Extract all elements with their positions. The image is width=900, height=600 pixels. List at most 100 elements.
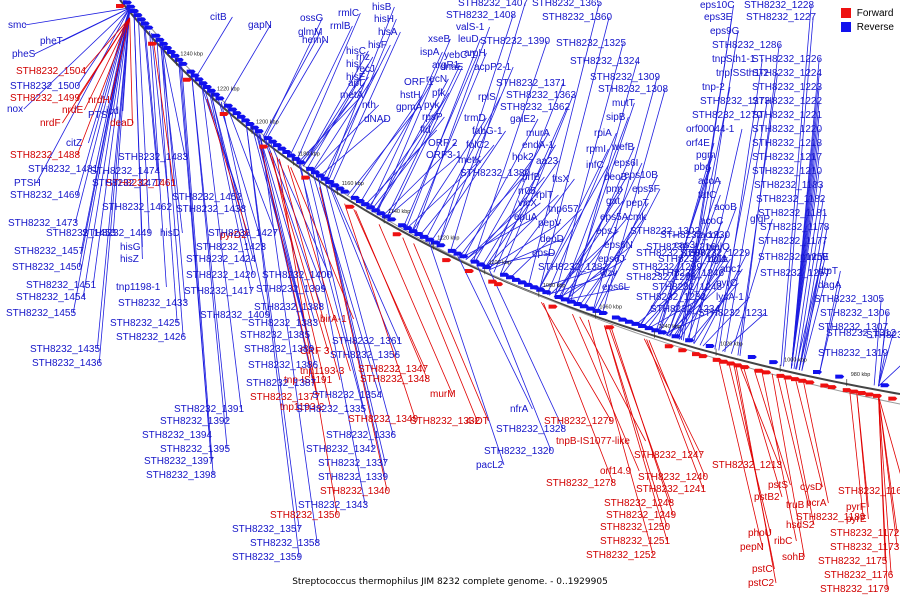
reverse-gene-label[interactable]: rpmI xyxy=(586,144,606,155)
reverse-gene-label[interactable]: epsJ xyxy=(596,226,617,237)
reverse-gene-label[interactable]: STH8232_1473 xyxy=(8,218,78,229)
reverse-gene-label[interactable]: STH8232_1371 xyxy=(496,78,566,89)
forward-gene-label[interactable]: pyrD2 xyxy=(220,230,247,241)
reverse-gene-label[interactable]: STH8232_1226 xyxy=(752,54,822,65)
reverse-gene-label[interactable]: tnp-2 xyxy=(702,82,725,93)
reverse-gene-label[interactable]: fld xyxy=(420,125,431,136)
reverse-gene-label[interactable]: STH8232_1481 xyxy=(28,164,98,175)
reverse-gene-label[interactable]: STH8232_1438 xyxy=(176,204,246,215)
forward-gene-label[interactable]: STH8232_1213 xyxy=(712,460,782,471)
forward-gene-label[interactable]: STH8232_1347 xyxy=(358,364,428,375)
forward-gene-label[interactable]: ORF 3 xyxy=(300,346,330,357)
forward-gene-label[interactable]: nrdH xyxy=(88,95,110,106)
reverse-gene-label[interactable]: pbg xyxy=(694,162,711,173)
reverse-gene-label[interactable]: pyk xyxy=(424,100,441,111)
reverse-gene-label[interactable]: pepT xyxy=(626,198,649,209)
reverse-gene-label[interactable]: epuA xyxy=(514,212,538,223)
reverse-gene-label[interactable]: STH8232_1306 xyxy=(820,308,890,319)
forward-gene-label[interactable]: orf14.9 xyxy=(600,466,632,477)
reverse-gene-label[interactable]: ftsX xyxy=(552,174,570,185)
reverse-gene-label[interactable]: STH8232_1183 xyxy=(754,180,824,191)
reverse-gene-label[interactable]: STH8232_1231 xyxy=(698,308,768,319)
forward-gene-label[interactable]: tnp1193-3 xyxy=(300,366,345,377)
reverse-gene-label[interactable]: mnmE xyxy=(800,252,829,263)
reverse-gene-label[interactable]: dagA xyxy=(818,280,842,291)
reverse-gene-label[interactable]: STH8232_1182 xyxy=(756,194,826,205)
reverse-gene-label[interactable]: hisG xyxy=(120,242,141,253)
reverse-gene-label[interactable]: argR1 xyxy=(432,60,460,71)
reverse-gene-label[interactable]: STH8232_1474 xyxy=(90,166,160,177)
reverse-gene-label[interactable]: bglA xyxy=(708,254,728,265)
forward-gene-label[interactable]: tnpB-IS1077-like xyxy=(556,436,630,447)
reverse-gene-label[interactable]: apt xyxy=(348,78,362,89)
reverse-gene-label[interactable]: STH8232_1436 xyxy=(32,358,102,369)
reverse-gene-label[interactable]: STH8232_1361 xyxy=(332,336,402,347)
reverse-gene-label[interactable]: STH8232_1298 xyxy=(626,272,696,283)
reverse-gene-label[interactable]: recJ xyxy=(356,64,375,75)
reverse-gene-label[interactable]: STH8232_1313 xyxy=(866,330,900,341)
reverse-gene-label[interactable]: STH8232_1308 xyxy=(598,84,668,95)
reverse-gene-label[interactable]: acoB xyxy=(714,202,737,213)
reverse-gene-label[interactable]: STH8232_1454 xyxy=(16,292,86,303)
reverse-gene-label[interactable]: rpiA xyxy=(594,128,612,139)
forward-gene-label[interactable]: birA-1 xyxy=(320,314,347,325)
reverse-gene-label[interactable]: STH8232_1358 xyxy=(250,538,320,549)
reverse-gene-label[interactable]: STH8232_1320 xyxy=(484,446,554,457)
reverse-gene-label[interactable]: STH8232_1309 xyxy=(590,72,660,83)
reverse-gene-label[interactable]: STH8232_1449 xyxy=(82,228,152,239)
reverse-gene-label[interactable]: STH8232_1450 xyxy=(12,262,82,273)
reverse-gene-label[interactable]: STH8232_1234 xyxy=(650,304,720,315)
reverse-gene-label[interactable]: STH8232_1217 xyxy=(752,152,822,163)
reverse-gene-label[interactable]: STH8232_1417 xyxy=(184,286,254,297)
reverse-gene-label[interactable]: nfrA xyxy=(510,404,529,415)
reverse-gene-label[interactable]: aa23 xyxy=(536,156,559,167)
reverse-gene-label[interactable]: STH8232_1363 xyxy=(506,90,576,101)
forward-gene-label[interactable]: STH8232_1251 xyxy=(600,536,670,547)
reverse-gene-label[interactable]: eps5A xyxy=(600,212,629,223)
forward-gene-label[interactable]: pstC2 xyxy=(748,578,775,589)
reverse-gene-label[interactable]: fabG-1 xyxy=(472,126,503,137)
reverse-gene-label[interactable]: glmM xyxy=(298,27,322,38)
reverse-gene-label[interactable]: metK xyxy=(458,155,482,166)
reverse-gene-label[interactable]: rplT xyxy=(536,190,553,201)
forward-gene-label[interactable]: STH8232_1252 xyxy=(586,550,656,561)
reverse-gene-label[interactable]: eps3E xyxy=(704,12,733,23)
reverse-gene-label[interactable]: pacL2 xyxy=(476,460,504,471)
reverse-gene-label[interactable]: glgP xyxy=(750,214,770,225)
reverse-gene-label[interactable]: folC2 xyxy=(466,140,490,151)
reverse-gene-label[interactable]: STH8232_1386 xyxy=(248,360,318,371)
forward-gene-label[interactable]: STH8232_1250 xyxy=(600,522,670,533)
forward-gene-label[interactable]: STH8232_1248 xyxy=(604,498,674,509)
reverse-gene-label[interactable]: PTSI xyxy=(88,110,110,121)
reverse-gene-label[interactable]: STH8232_1408 xyxy=(446,10,516,21)
reverse-gene-label[interactable]: acoC xyxy=(700,216,723,227)
reverse-gene-label[interactable]: hisF xyxy=(368,40,387,51)
reverse-gene-label[interactable]: abc1 xyxy=(720,264,742,275)
reverse-gene-label[interactable]: ORF3-1 xyxy=(426,150,462,161)
reverse-gene-label[interactable]: dtpT xyxy=(818,266,838,277)
reverse-gene-label[interactable]: hisD xyxy=(160,228,180,239)
reverse-gene-label[interactable]: STH8232_1420 xyxy=(186,270,256,281)
reverse-gene-label[interactable]: STH8232_1221 xyxy=(752,110,822,121)
forward-gene-label[interactable]: nrdF xyxy=(40,118,61,129)
reverse-gene-label[interactable]: STH8232_1477 xyxy=(92,178,162,189)
reverse-gene-label[interactable]: STH8232_1342 xyxy=(306,444,376,455)
reverse-gene-label[interactable]: STH8232_1307 xyxy=(818,322,888,333)
reverse-gene-label[interactable]: STH8232_1360 xyxy=(542,12,612,23)
reverse-gene-label[interactable]: murA xyxy=(526,128,550,139)
reverse-gene-label[interactable]: hisZ xyxy=(120,254,139,265)
reverse-gene-label[interactable]: nox xyxy=(7,104,23,115)
reverse-gene-label[interactable]: STH8232_1335 xyxy=(296,404,366,415)
forward-gene-label[interactable]: pyrF xyxy=(846,502,866,513)
reverse-gene-label[interactable]: aroH xyxy=(464,48,486,59)
reverse-gene-label[interactable]: endA-1 xyxy=(522,140,555,151)
forward-gene-label[interactable]: pepN xyxy=(740,542,764,553)
reverse-gene-label[interactable]: STH8232_1222 xyxy=(752,96,822,107)
reverse-gene-label[interactable]: tnp657 xyxy=(548,204,579,215)
reverse-gene-label[interactable]: STH8232_1181 xyxy=(758,208,828,219)
reverse-gene-label[interactable]: mutT xyxy=(612,98,635,109)
reverse-gene-label[interactable]: STH8232_1302 xyxy=(630,226,700,237)
forward-gene-label[interactable]: STH8232_1189 xyxy=(796,512,866,523)
reverse-gene-label[interactable]: hisB xyxy=(372,2,392,13)
reverse-gene-label[interactable]: STH8232_1232 xyxy=(636,292,706,303)
